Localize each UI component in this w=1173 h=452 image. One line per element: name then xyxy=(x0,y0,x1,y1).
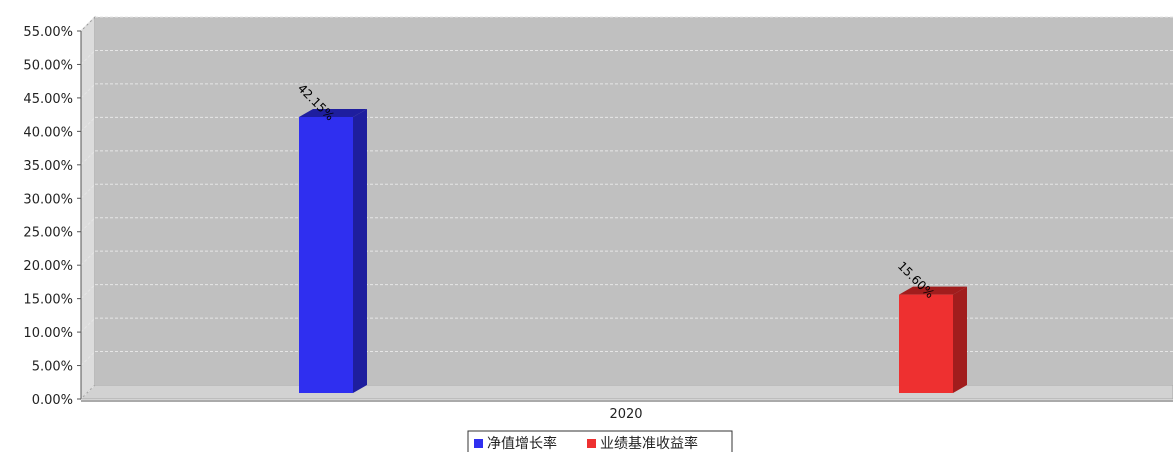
grid-lines xyxy=(80,16,1173,400)
y-tick-label: 10.00% xyxy=(23,326,73,341)
y-tick-label: 55.00% xyxy=(23,25,73,40)
bar-top xyxy=(299,108,367,117)
legend-entry: 业绩基准收益率 xyxy=(600,435,698,452)
legend-swatch xyxy=(587,439,596,448)
x-tick-label: 2020 xyxy=(609,407,642,422)
bars: 42.15%15.60% xyxy=(295,81,967,393)
y-tick-label: 40.00% xyxy=(23,125,73,140)
gridline-side xyxy=(80,317,96,333)
bar-side xyxy=(953,286,967,393)
gridline-side xyxy=(80,351,96,366)
x-axis: 2020 xyxy=(609,407,642,422)
gridline-side xyxy=(80,250,96,266)
y-tick-label: 50.00% xyxy=(23,58,73,73)
bar xyxy=(299,116,353,393)
gridline-side xyxy=(80,217,96,233)
plot-area xyxy=(95,17,1173,385)
gridline-side xyxy=(80,384,96,400)
y-tick-label: 5.00% xyxy=(32,360,73,375)
gridline-side xyxy=(80,83,96,99)
gridline-side xyxy=(80,16,96,32)
y-tick-label: 15.00% xyxy=(23,293,73,308)
y-tick-label: 25.00% xyxy=(23,226,73,241)
gridline-side xyxy=(80,183,96,199)
side-wall xyxy=(80,15,96,401)
gridline-side xyxy=(80,117,96,132)
y-tick-label: 30.00% xyxy=(23,192,73,207)
y-axis xyxy=(77,30,1173,402)
legend-box xyxy=(467,430,733,452)
y-tick-labels: 0.00% 5.00% 10.00% 15.00% 20.00% 25.00% 30.00%… xyxy=(23,25,73,408)
gridline-side xyxy=(80,50,96,65)
gridline-side xyxy=(80,284,96,299)
floor xyxy=(79,384,1173,400)
y-tick-label: 0.00% xyxy=(32,393,73,408)
bar xyxy=(899,294,953,393)
y-tick-label: 45.00% xyxy=(23,92,73,107)
bar-side xyxy=(353,108,367,393)
legend-swatch xyxy=(474,439,483,448)
bar-top xyxy=(899,286,967,295)
plot-background xyxy=(95,17,1173,385)
gridline-side xyxy=(80,150,96,166)
legend: 净值增长率 业绩基准收益率 xyxy=(467,430,733,452)
legend-entry: 净值增长率 xyxy=(487,435,557,452)
y-tick-label: 20.00% xyxy=(23,259,73,274)
y-tick-label: 35.00% xyxy=(23,159,73,174)
